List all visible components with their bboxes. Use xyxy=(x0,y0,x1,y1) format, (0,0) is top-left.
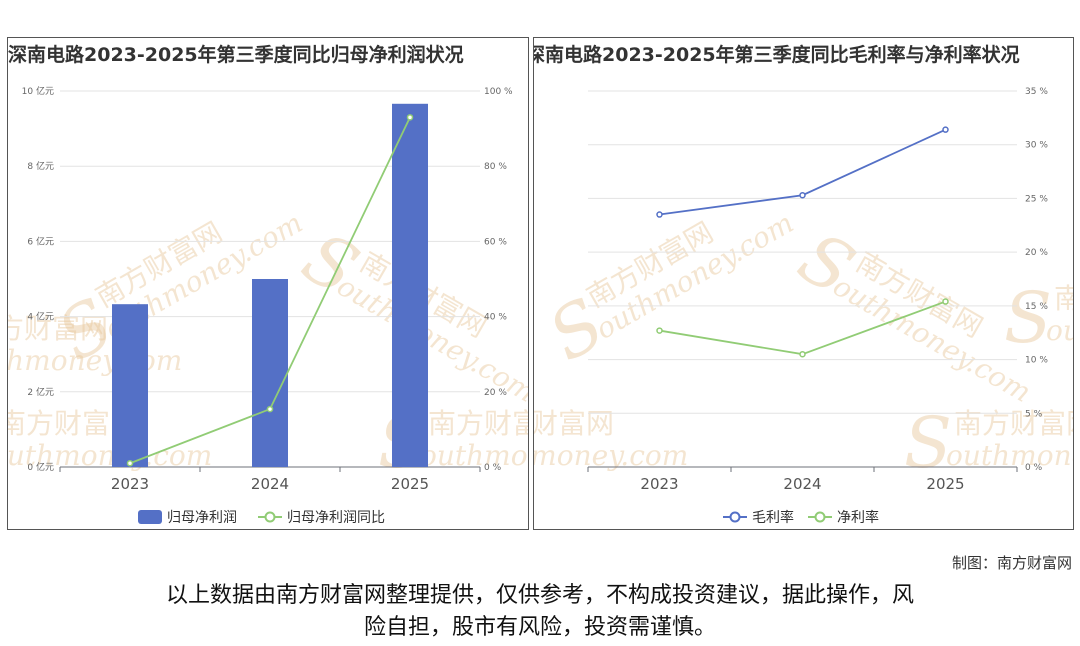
watermark-cn: 南方财富网 xyxy=(428,407,529,440)
line-point xyxy=(799,191,806,199)
chart-panel-margins: 南方财富网Southmoney.com南方财富网Southmoney.com南方… xyxy=(533,37,1074,530)
line-point xyxy=(656,327,663,334)
watermark-s: S xyxy=(904,402,952,484)
line-point xyxy=(656,211,663,218)
watermark-cn: 南方财富网 xyxy=(954,407,1074,440)
watermark-en: outhmoney.com xyxy=(8,344,182,377)
line-point xyxy=(799,350,806,358)
y-right-tick-label: 15 % xyxy=(1025,302,1048,312)
line-point xyxy=(126,459,134,467)
watermark-en: outhmoney.com xyxy=(1046,314,1074,347)
y-right-tick-label: 0 % xyxy=(1025,463,1043,473)
bar-归母净利润 xyxy=(392,103,428,467)
margin-chart: 南方财富网Southmoney.com南方财富网Southmoney.com南方… xyxy=(534,87,1074,526)
y-right-tick-label: 100 % xyxy=(484,87,513,97)
watermark-cn: 南方财富网 xyxy=(1054,282,1074,315)
x-tick-label: 2025 xyxy=(926,475,964,493)
y-right-tick-label: 40 % xyxy=(484,313,507,323)
y-right-tick-label: 20 % xyxy=(1025,248,1048,258)
legend-swatch-marker xyxy=(264,511,276,523)
chart-credit: 制图：南方财富网 xyxy=(951,554,1072,572)
legend-label: 归母净利润 xyxy=(167,509,237,526)
chart-title-margins: 深南电路2023-2025年第三季度同比毛利率与净利率状况 xyxy=(533,44,1020,66)
x-tick-label: 2024 xyxy=(251,475,289,493)
x-tick-label: 2023 xyxy=(640,475,678,493)
y-right-tick-label: 30 % xyxy=(1025,141,1048,151)
x-tick-label: 2023 xyxy=(111,475,149,493)
watermark-s: S xyxy=(1004,277,1052,359)
y-left-tick-label: 0 亿元 xyxy=(27,461,54,473)
y-left-tick-label: 8 亿元 xyxy=(27,160,54,172)
y-right-tick-label: 0 % xyxy=(484,463,502,473)
bar-归母净利润 xyxy=(252,279,288,467)
line-point xyxy=(942,126,949,133)
y-left-tick-label: 6 亿元 xyxy=(27,235,54,247)
y-right-tick-label: 20 % xyxy=(484,388,507,398)
disclaimer-line-2: 险自担，股市有风险，投资需谨慎。 xyxy=(363,615,716,640)
x-tick-label: 2024 xyxy=(783,475,821,493)
y-right-tick-label: 80 % xyxy=(484,162,507,172)
y-left-tick-label: 10 亿元 xyxy=(22,85,54,97)
line-point xyxy=(266,405,274,413)
y-right-tick-label: 35 % xyxy=(1025,87,1048,97)
chart-title-net-profit: 深南电路2023-2025年第三季度同比归母净利润状况 xyxy=(8,44,464,66)
y-right-tick-label: 5 % xyxy=(1025,409,1043,419)
y-right-tick-label: 60 % xyxy=(484,237,507,247)
y-left-tick-label: 2 亿元 xyxy=(27,386,54,398)
legend-label: 归母净利润同比 xyxy=(287,509,385,526)
legend-swatch-marker xyxy=(814,511,826,523)
y-right-tick-label: 10 % xyxy=(1025,356,1048,366)
y-right-tick-label: 25 % xyxy=(1025,194,1048,204)
legend-label: 净利率 xyxy=(837,509,879,526)
watermark-cn: 南方财富网 xyxy=(534,407,614,440)
disclaimer-line-1: 以上数据由南方财富网整理提供，仅供参考，不构成投资建议，据此操作，风 xyxy=(165,583,914,608)
legend-label: 毛利率 xyxy=(752,509,794,526)
watermark-cn: 南方财富网 xyxy=(8,312,108,345)
legend-swatch-bar xyxy=(138,510,162,524)
line-point xyxy=(406,114,414,121)
chart-panel-net-profit: 南方财富网Southmoney.com南方财富网Southmoney.com南方… xyxy=(7,37,529,530)
line-point xyxy=(942,298,949,305)
net-profit-chart: 南方财富网Southmoney.com南方财富网Southmoney.com南方… xyxy=(8,85,529,526)
disclaimer: 以上数据由南方财富网整理提供，仅供参考，不构成投资建议，据此操作，风 险自担，股… xyxy=(40,580,1040,644)
bar-归母净利润 xyxy=(112,304,148,467)
line-毛利率 xyxy=(659,128,946,216)
legend-swatch-marker xyxy=(729,511,741,523)
x-tick-label: 2025 xyxy=(391,475,429,493)
y-left-tick-label: 4 亿元 xyxy=(27,311,54,323)
